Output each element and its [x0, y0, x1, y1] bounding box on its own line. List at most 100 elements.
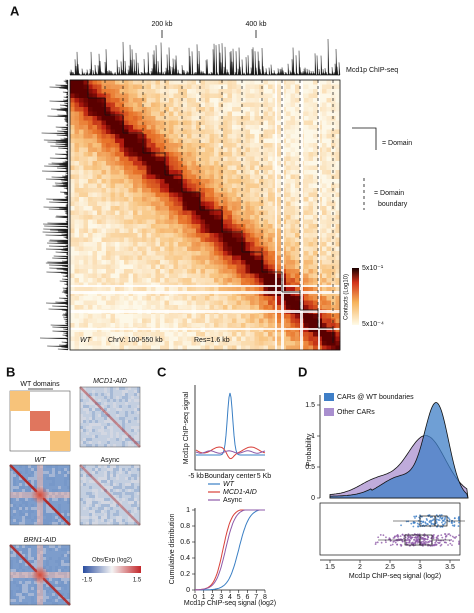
map-cell: [97, 260, 102, 265]
map-cell: [205, 179, 210, 184]
map-cell: [116, 522, 119, 525]
map-cell: [88, 138, 93, 144]
map-cell: [178, 179, 183, 184]
map-cell: [295, 296, 300, 301]
map-cell: [173, 129, 179, 135]
map-cell: [64, 516, 67, 519]
map-cell: [52, 602, 55, 605]
map-cell: [250, 210, 255, 216]
map-cell: [182, 111, 188, 117]
map-cell: [101, 228, 107, 234]
map-cell: [164, 314, 170, 319]
map-cell: [182, 170, 188, 175]
map-cell: [272, 282, 278, 288]
map-cell: [46, 513, 49, 516]
map-cell: [272, 188, 278, 193]
map-cell: [92, 414, 95, 417]
map-cell: [295, 179, 300, 184]
jitter-point: [426, 519, 428, 521]
map-cell: [250, 120, 255, 126]
map-cell: [178, 188, 183, 193]
map-cell: [263, 314, 269, 319]
map-cell: [313, 251, 318, 256]
map-cell: [137, 507, 140, 510]
map-cell: [259, 147, 264, 153]
map-cell: [80, 390, 83, 393]
map-cell: [119, 408, 122, 411]
map-cell: [214, 116, 219, 121]
map-cell: [205, 134, 210, 139]
map-cell: [304, 152, 309, 157]
map-cell: [169, 102, 174, 108]
map-cell: [88, 84, 93, 90]
map-cell: [205, 93, 210, 99]
map-cell: [232, 188, 237, 193]
map-cell: [70, 278, 75, 283]
cdf-curve: [194, 509, 265, 591]
map-cell: [191, 246, 197, 252]
map-cell: [313, 120, 318, 126]
map-cell: [227, 183, 233, 189]
map-cell: [88, 269, 93, 274]
map-cell: [254, 296, 260, 301]
map-cell: [133, 98, 138, 103]
jitter-point: [435, 540, 438, 543]
map-cell: [227, 179, 233, 184]
map-cell: [83, 134, 89, 139]
map-cell: [182, 129, 188, 135]
map-cell: [155, 273, 161, 279]
map-cell: [119, 501, 122, 504]
map-cell: [178, 125, 183, 130]
map-cell: [83, 477, 86, 480]
map-cell: [191, 242, 197, 247]
map-cell: [254, 336, 260, 342]
map-cell: [187, 210, 192, 216]
map-cell: [164, 242, 170, 247]
map-cell: [254, 84, 260, 90]
map-cell: [89, 423, 92, 426]
map-cell: [295, 323, 300, 328]
map-cell: [209, 251, 215, 256]
map-cell: [286, 170, 291, 175]
map-cell: [178, 89, 183, 94]
map-cell: [88, 282, 93, 288]
map-cell: [74, 143, 80, 148]
map-cell: [107, 420, 110, 423]
map-cell: [67, 486, 70, 489]
map-cell: [250, 318, 255, 324]
map-cell: [304, 206, 309, 211]
map-cell: [263, 98, 269, 103]
map-cell: [241, 80, 246, 85]
map-cell: [272, 102, 278, 108]
map-cell: [79, 80, 84, 85]
jitter-point: [392, 540, 395, 543]
map-cell: [304, 197, 309, 202]
map-cell: [182, 345, 188, 351]
map-cell: [10, 504, 13, 507]
map-cell: [74, 224, 80, 229]
map-cell: [88, 174, 93, 180]
map-cell: [128, 183, 134, 189]
map-cell: [223, 237, 228, 243]
map-cell: [308, 233, 314, 238]
map-cell: [88, 224, 93, 229]
map-cell: [128, 296, 134, 301]
profile-curve: [196, 392, 265, 456]
map-cell: [187, 120, 192, 126]
map-cell: [214, 242, 219, 247]
y-tick-label: 1.5: [305, 402, 315, 409]
map-cell: [104, 402, 107, 405]
map-cell: [331, 345, 336, 351]
map-cell: [308, 332, 314, 337]
map-cell: [290, 246, 296, 252]
panel-b: B WT domains MCD1-AID WT Async BRN1-AID …: [6, 364, 142, 583]
map-cell: [83, 246, 89, 252]
map-cell: [70, 224, 75, 229]
map-cell: [326, 138, 332, 144]
map-cell: [155, 93, 161, 99]
map-cell: [196, 228, 201, 234]
map-cell: [196, 98, 201, 103]
map-cell: [155, 120, 161, 126]
region-label: ChrV: 100-550 kb: [108, 337, 163, 344]
map-cell: [151, 323, 156, 328]
